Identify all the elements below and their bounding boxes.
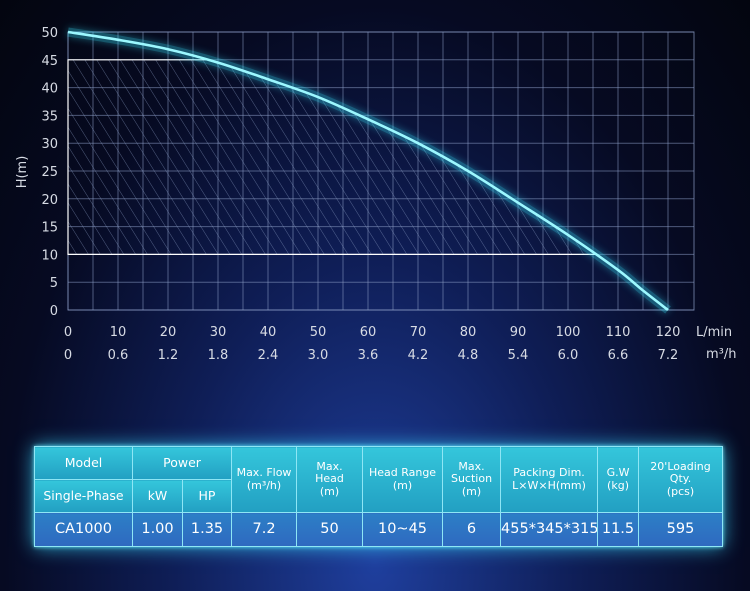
- y-tick-label: 40: [41, 82, 58, 97]
- y-tick-label: 10: [41, 248, 58, 263]
- cell-kw: 1.00: [132, 512, 183, 547]
- header-kw: kW: [132, 479, 183, 513]
- header-max-suction: Max. Suction (m): [442, 446, 502, 513]
- y-tick-label: 20: [41, 193, 58, 208]
- y-tick-label: 0: [50, 304, 58, 319]
- operating-range-area: [67, 59, 598, 255]
- x2-tick-label: 2.4: [258, 348, 279, 363]
- x-tick-label: 60: [360, 325, 377, 340]
- x-axis-ticks-m3h: 0 0.6 1.2 1.8 2.4 3.0 3.6 4.2 4.8 5.4 6.0 6.6 7.2: [64, 348, 678, 363]
- performance-curve: [67, 30, 669, 312]
- x2-tick-label: 5.4: [508, 348, 529, 363]
- x-tick-label: 30: [210, 325, 227, 340]
- x-tick-label: 120: [656, 325, 681, 340]
- header-max-head: Max. Head (m): [296, 446, 364, 513]
- header-head-range: Head Range (m): [362, 446, 444, 513]
- cell-model: CA1000: [34, 512, 133, 547]
- header-max-flow: Max. Flow (m³/h): [231, 446, 298, 513]
- x2-tick-label: 0: [64, 348, 72, 363]
- x2-tick-label: 6.6: [608, 348, 629, 363]
- cell-max-flow: 7.2: [231, 512, 298, 547]
- x2-tick-label: 1.2: [158, 348, 179, 363]
- pump-performance-chart: 0 5 10 15 20 25 30 35 40 45 50 0 10 20 30 40 50 60 70 80 90…: [15, 26, 737, 363]
- table-row: CA1000 1.00 1.35 7.2 50 10~45 6 455*345*…: [34, 512, 724, 547]
- x-axis-ticks-lmin: 0 10 20 30 40 50 60 70 80 90 100 110 120: [64, 325, 681, 340]
- cell-head-range: 10~45: [362, 512, 444, 547]
- header-packing-dim: Packing Dim. L×W×H(mm): [500, 446, 599, 513]
- x-tick-label: 100: [556, 325, 581, 340]
- cell-loading-qty: 595: [638, 512, 724, 547]
- x2-tick-label: 4.8: [458, 348, 479, 363]
- x-tick-label: 0: [64, 325, 72, 340]
- y-axis-ticks: 0 5 10 15 20 25 30 35 40 45 50: [41, 26, 58, 319]
- x2-tick-label: 3.6: [358, 348, 379, 363]
- header-gw: G.W (kg): [597, 446, 640, 513]
- y-tick-label: 5: [50, 276, 58, 291]
- spec-table: Model Power Max. Flow (m³/h) Max. Head (m) …: [34, 446, 724, 547]
- y-axis-label: H(m): [15, 156, 30, 189]
- header-hp: HP: [181, 479, 233, 513]
- x-tick-label: 10: [110, 325, 127, 340]
- x-tick-label: 90: [510, 325, 527, 340]
- x-tick-label: 110: [606, 325, 631, 340]
- y-tick-label: 25: [41, 165, 58, 180]
- cell-packing-dim: 455*345*315: [500, 512, 599, 547]
- x-tick-label: 50: [310, 325, 327, 340]
- header-power: Power: [131, 446, 233, 480]
- x2-tick-label: 0.6: [108, 348, 129, 363]
- x-axis-unit-lmin: L/min: [696, 325, 732, 340]
- cell-hp: 1.35: [181, 512, 233, 547]
- x-tick-label: 80: [460, 325, 477, 340]
- header-model: Model: [34, 446, 133, 480]
- y-tick-label: 30: [41, 137, 58, 152]
- y-tick-label: 50: [41, 26, 58, 41]
- y-tick-label: 35: [41, 109, 58, 124]
- x2-tick-label: 4.2: [408, 348, 429, 363]
- cell-max-head: 50: [296, 512, 364, 547]
- x-axis-unit-m3h: m³/h: [706, 347, 737, 362]
- x-tick-label: 40: [260, 325, 277, 340]
- x2-tick-label: 6.0: [558, 348, 579, 363]
- x2-tick-label: 1.8: [208, 348, 229, 363]
- x2-tick-label: 3.0: [308, 348, 329, 363]
- x-tick-label: 20: [160, 325, 177, 340]
- x2-tick-label: 7.2: [658, 348, 679, 363]
- y-tick-label: 45: [41, 54, 58, 69]
- x-tick-label: 70: [410, 325, 427, 340]
- y-tick-label: 15: [41, 221, 58, 236]
- header-loading-qty: 20'Loading Qty. (pcs): [638, 446, 724, 513]
- cell-gw: 11.5: [597, 512, 640, 547]
- header-single-phase: Single-Phase: [34, 479, 133, 513]
- cell-max-suction: 6: [442, 512, 502, 547]
